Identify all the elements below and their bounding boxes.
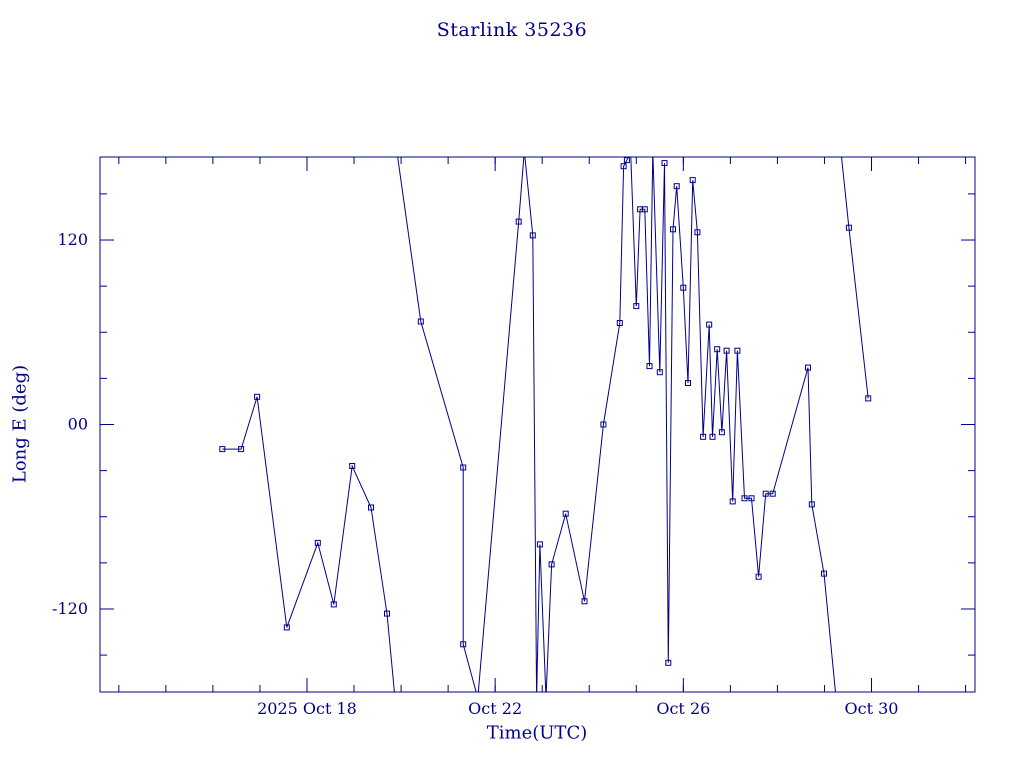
data-point-marker — [368, 504, 374, 511]
data-point-marker — [689, 177, 696, 184]
series-line — [841, 157, 869, 399]
data-point-marker — [283, 624, 290, 631]
x-tick-label: Oct 26 — [656, 699, 710, 718]
data-point-marker — [665, 659, 672, 666]
data-point-marker — [393, 696, 398, 701]
data-point-marker — [670, 226, 676, 233]
data-point-marker — [821, 570, 827, 577]
data-point-marker — [600, 421, 607, 428]
data-point-marker — [769, 490, 776, 497]
data-point-marker — [460, 641, 467, 648]
data-point-marker — [522, 148, 527, 153]
data-point-marker — [534, 696, 539, 701]
data-point-marker — [581, 598, 588, 605]
series-line — [222, 396, 395, 692]
data-point-marker — [808, 501, 815, 508]
data-point-marker — [700, 433, 707, 440]
data-point-marker — [838, 148, 843, 153]
series-line — [397, 157, 836, 692]
data-point-marker — [748, 495, 755, 502]
data-point-marker — [805, 364, 811, 371]
chart-title: Starlink 35236 — [436, 19, 588, 41]
data-point-marker — [714, 346, 721, 353]
x-tick-label: Oct 30 — [845, 699, 899, 718]
data-point-marker — [623, 157, 630, 164]
data-point-marker — [762, 490, 769, 497]
data-point-marker — [238, 446, 245, 453]
data-point-marker — [515, 218, 522, 225]
data-point-marker — [616, 320, 623, 326]
y-tick-label: 00 — [68, 415, 88, 434]
data-point-marker — [384, 610, 390, 617]
data-point-marker — [656, 369, 663, 376]
data-point-marker — [646, 363, 653, 370]
data-point-marker — [536, 541, 543, 548]
data-point-marker — [865, 395, 872, 402]
data-point-marker — [620, 163, 627, 170]
data-point-marker — [723, 347, 730, 354]
data-point-marker — [628, 148, 633, 153]
data-point-marker — [845, 224, 852, 231]
data-point-marker — [219, 446, 226, 453]
data-point-marker — [417, 318, 424, 325]
data-point-marker — [330, 601, 337, 608]
data-point-marker — [394, 148, 399, 153]
data-point-marker — [741, 495, 748, 502]
data-point-marker — [834, 697, 839, 702]
data-point-marker — [314, 539, 321, 546]
data-point-marker — [548, 561, 555, 568]
data-point-marker — [734, 347, 741, 354]
y-tick-label: 120 — [57, 230, 88, 249]
y-tick-label: -120 — [52, 599, 88, 618]
data-point-marker — [529, 232, 536, 239]
data-point-marker — [694, 229, 701, 236]
x-tick-label: Oct 22 — [468, 699, 522, 718]
series-group — [219, 148, 872, 702]
data-point-marker — [680, 284, 687, 291]
data-point-marker — [685, 380, 691, 386]
data-point-marker — [641, 206, 648, 213]
data-point-marker — [562, 510, 569, 517]
data-point-marker — [673, 183, 680, 190]
data-point-marker — [709, 433, 716, 440]
data-point-marker — [650, 148, 655, 153]
data-point-marker — [633, 303, 640, 310]
x-tick-label: 2025 Oct 18 — [257, 699, 357, 718]
data-point-marker — [460, 464, 467, 471]
x-axis-label: Time(UTC) — [486, 722, 588, 744]
data-point-marker — [661, 160, 668, 167]
data-point-marker — [254, 393, 261, 400]
data-point-marker — [544, 696, 549, 701]
data-point-marker — [718, 429, 725, 436]
data-point-marker — [729, 498, 736, 505]
data-point-marker — [706, 321, 713, 328]
data-point-marker — [349, 463, 356, 469]
plot-frame — [99, 156, 976, 693]
data-point-marker — [755, 573, 762, 580]
